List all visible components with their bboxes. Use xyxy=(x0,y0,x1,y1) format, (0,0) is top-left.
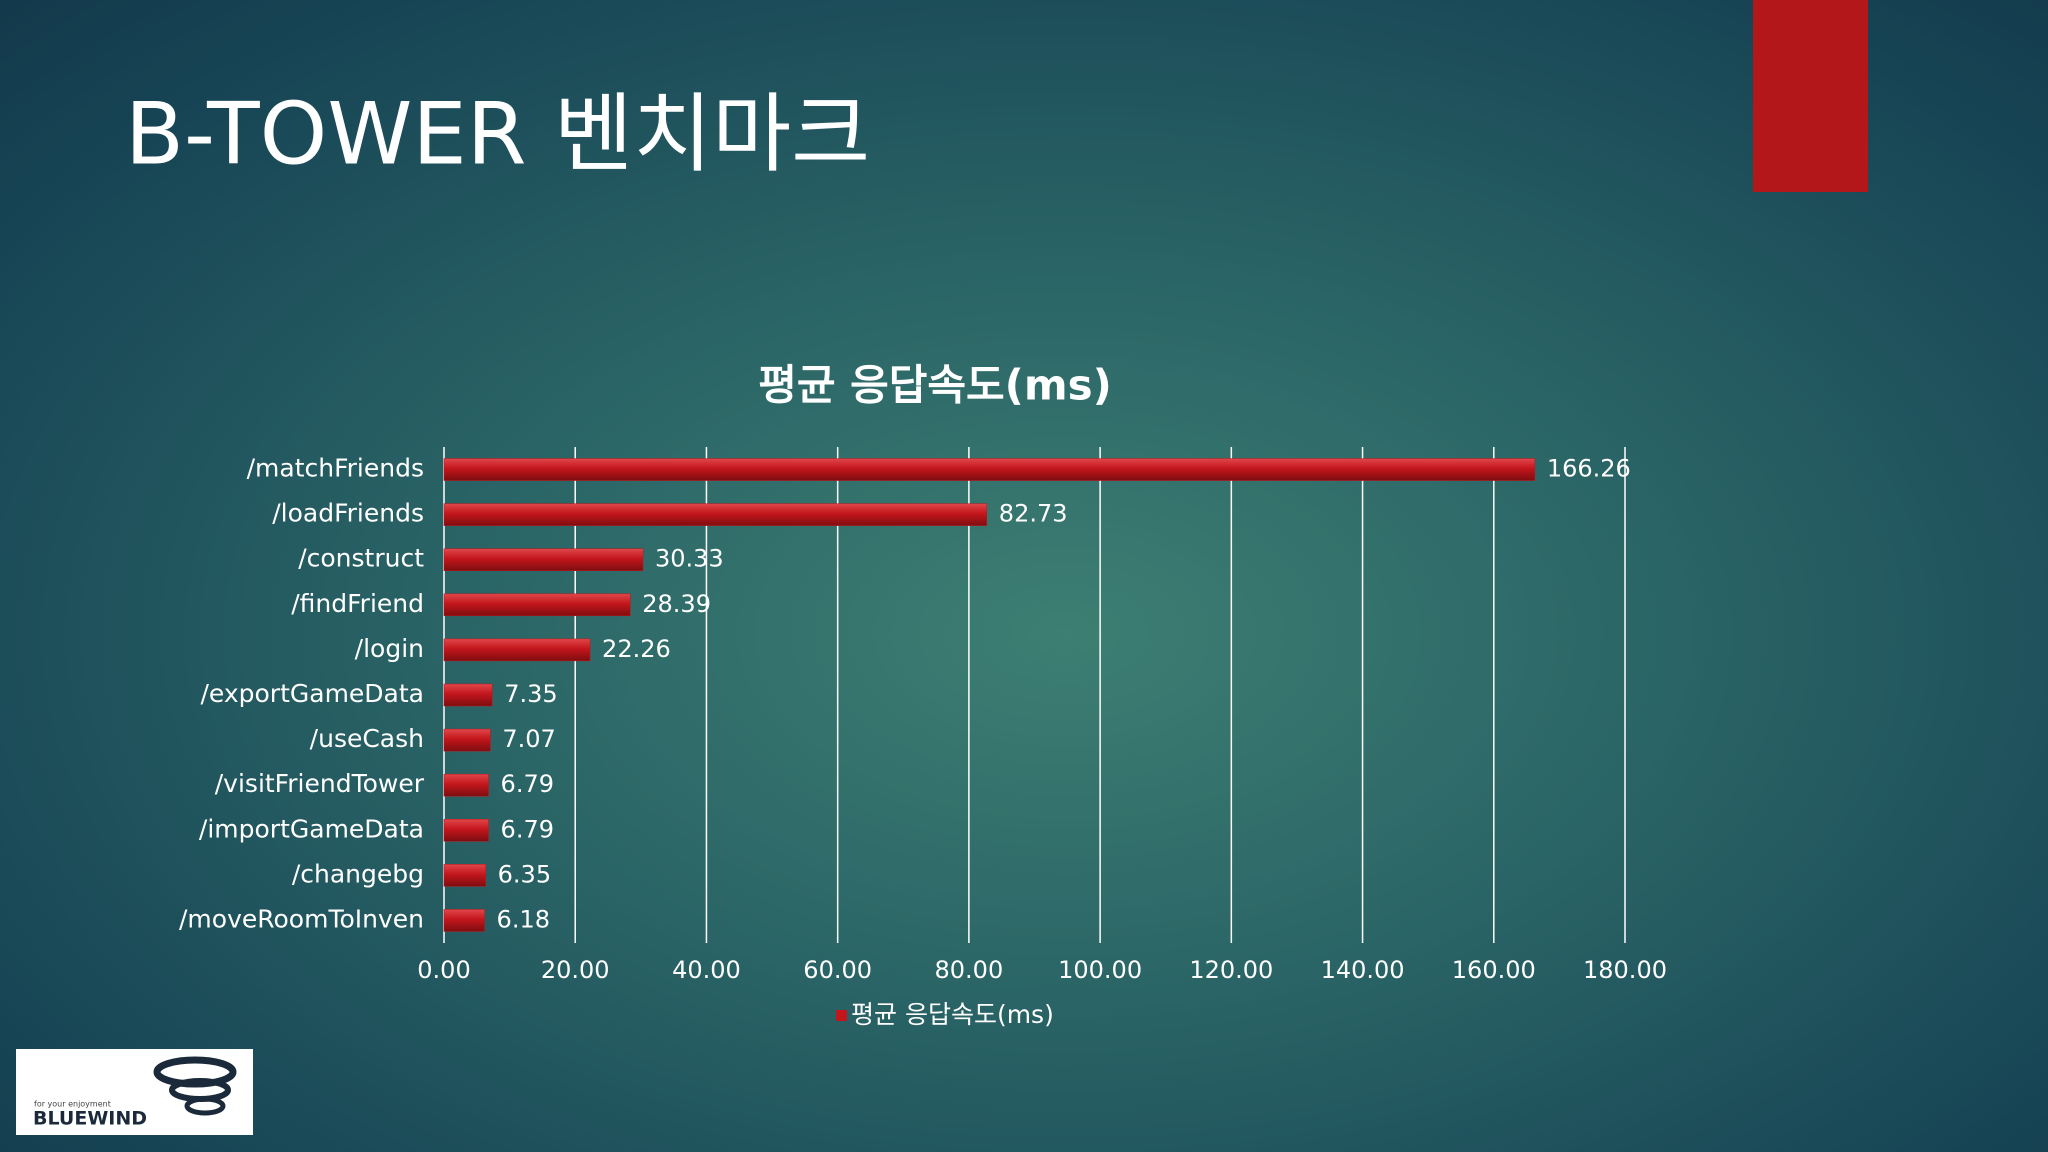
logo-tagline: for your enjoyment xyxy=(34,1100,111,1109)
logo-swirl xyxy=(184,1096,226,1116)
x-tick-label: 40.00 xyxy=(672,956,741,984)
bar xyxy=(443,503,988,526)
data-label: 7.07 xyxy=(502,725,555,753)
bar xyxy=(443,864,486,887)
bar xyxy=(443,909,485,932)
slide-title: B-TOWER 벤치마크 xyxy=(125,84,870,184)
data-label: 6.79 xyxy=(501,770,554,798)
logo: for your enjoyment BLUEWIND xyxy=(16,1049,253,1135)
y-tick-label: /exportGameData xyxy=(200,679,424,708)
data-label: 6.18 xyxy=(497,905,550,933)
bar xyxy=(443,548,644,571)
data-label: 166.26 xyxy=(1547,455,1631,483)
accent-block xyxy=(1753,0,1868,192)
x-tick-label: 80.00 xyxy=(935,956,1004,984)
data-label: 6.79 xyxy=(501,815,554,843)
legend-swatch xyxy=(836,1010,847,1021)
x-tick-label: 0.00 xyxy=(417,956,470,984)
x-tick-label: 180.00 xyxy=(1583,956,1667,984)
y-tick-label: /visitFriendTower xyxy=(215,769,425,798)
bar xyxy=(443,638,591,662)
y-tick-label: /moveRoomToInven xyxy=(179,904,424,933)
x-tick-label: 160.00 xyxy=(1452,956,1536,984)
x-tick-label: 20.00 xyxy=(541,956,610,984)
data-label: 22.26 xyxy=(602,635,671,663)
legend-label: 평균 응답속도(ms) xyxy=(851,1000,1054,1029)
data-label: 28.39 xyxy=(642,590,711,618)
data-label: 6.35 xyxy=(498,860,551,888)
data-label: 30.33 xyxy=(655,545,724,573)
y-tick-label: /matchFriends xyxy=(247,454,424,483)
bar xyxy=(443,819,489,842)
y-tick-label: /findFriend xyxy=(291,589,424,618)
y-tick-label: /importGameData xyxy=(199,814,424,843)
y-tick-label: /changebg xyxy=(292,859,424,888)
bar xyxy=(443,458,1536,481)
logo-name: BLUEWIND xyxy=(33,1108,147,1130)
x-tick-label: 100.00 xyxy=(1058,956,1142,984)
bar xyxy=(443,683,493,707)
bar xyxy=(443,593,631,617)
bar xyxy=(443,728,491,752)
chart-title: 평균 응답속도(ms) xyxy=(758,361,1112,410)
x-tick-label: 60.00 xyxy=(803,956,872,984)
y-tick-label: /construct xyxy=(298,544,424,573)
y-tick-label: /useCash xyxy=(310,724,424,753)
bar xyxy=(443,773,489,797)
y-tick-label: /login xyxy=(355,634,424,663)
x-tick-label: 140.00 xyxy=(1321,956,1405,984)
data-label: 82.73 xyxy=(999,500,1068,528)
x-tick-label: 120.00 xyxy=(1189,956,1273,984)
data-label: 7.35 xyxy=(504,680,557,708)
y-tick-label: /loadFriends xyxy=(272,499,424,528)
